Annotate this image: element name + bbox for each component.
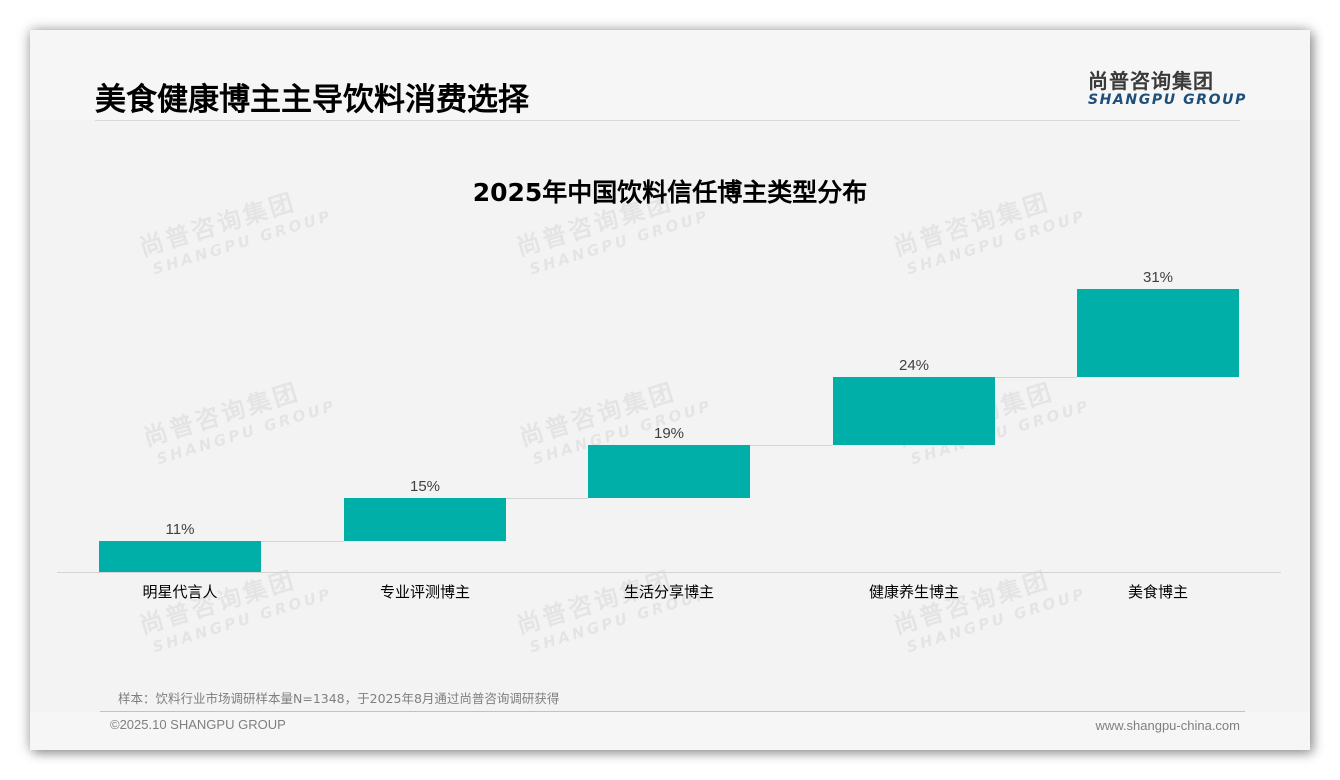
data-label: 11% bbox=[165, 520, 195, 538]
header-divider bbox=[95, 120, 1240, 121]
category-label: 生活分享博主 bbox=[623, 583, 714, 601]
sample-note: 样本：饮料行业市场调研样本量N=1348，于2025年8月通过尚普咨询调研获得 bbox=[118, 691, 560, 706]
category-label: 明星代言人 bbox=[142, 583, 218, 601]
category-label: 美食博主 bbox=[1127, 583, 1188, 601]
slide: 尚普咨询集团 SHANGPU GROUP 尚普咨询集团 SHANGPU GROUP … bbox=[30, 30, 1310, 750]
connector-line bbox=[261, 541, 344, 542]
bar bbox=[833, 376, 995, 445]
bar bbox=[344, 498, 506, 541]
company-logo: 尚普咨询集团 SHANGPU GROUP bbox=[1088, 65, 1248, 108]
data-label: 31% bbox=[1142, 269, 1174, 286]
footer-band bbox=[30, 712, 1310, 750]
connector-line bbox=[506, 498, 588, 499]
connector-line bbox=[750, 445, 833, 446]
logo-english: SHANGPU GROUP bbox=[1088, 92, 1247, 108]
bar bbox=[588, 444, 750, 499]
chart-title: 2025年中国饮料信任博主类型分布 bbox=[472, 178, 868, 207]
x-axis-baseline bbox=[57, 572, 1281, 573]
footer-divider bbox=[100, 711, 1245, 712]
bar bbox=[99, 540, 261, 572]
page-title: 美食健康博主主导饮料消费选择 bbox=[95, 82, 529, 118]
website-link[interactable]: www.shangpu-china.com bbox=[1095, 718, 1240, 733]
data-label: 19% bbox=[653, 424, 685, 442]
copyright: ©2025.10 SHANGPU GROUP bbox=[110, 717, 286, 732]
connector-line bbox=[995, 377, 1077, 378]
header-band bbox=[30, 30, 1310, 120]
logo-chinese: 尚普咨询集团 bbox=[1088, 69, 1214, 93]
category-label: 专业评测博主 bbox=[379, 583, 470, 601]
data-label: 24% bbox=[898, 356, 930, 374]
data-label: 15% bbox=[409, 478, 441, 496]
category-label: 健康养生博主 bbox=[868, 583, 959, 601]
waterfall-chart: 11% 15% 19% 24% 31% 明星代言人 专业评测博主 生活分享博主 … bbox=[30, 30, 1310, 750]
bar bbox=[1077, 289, 1239, 377]
